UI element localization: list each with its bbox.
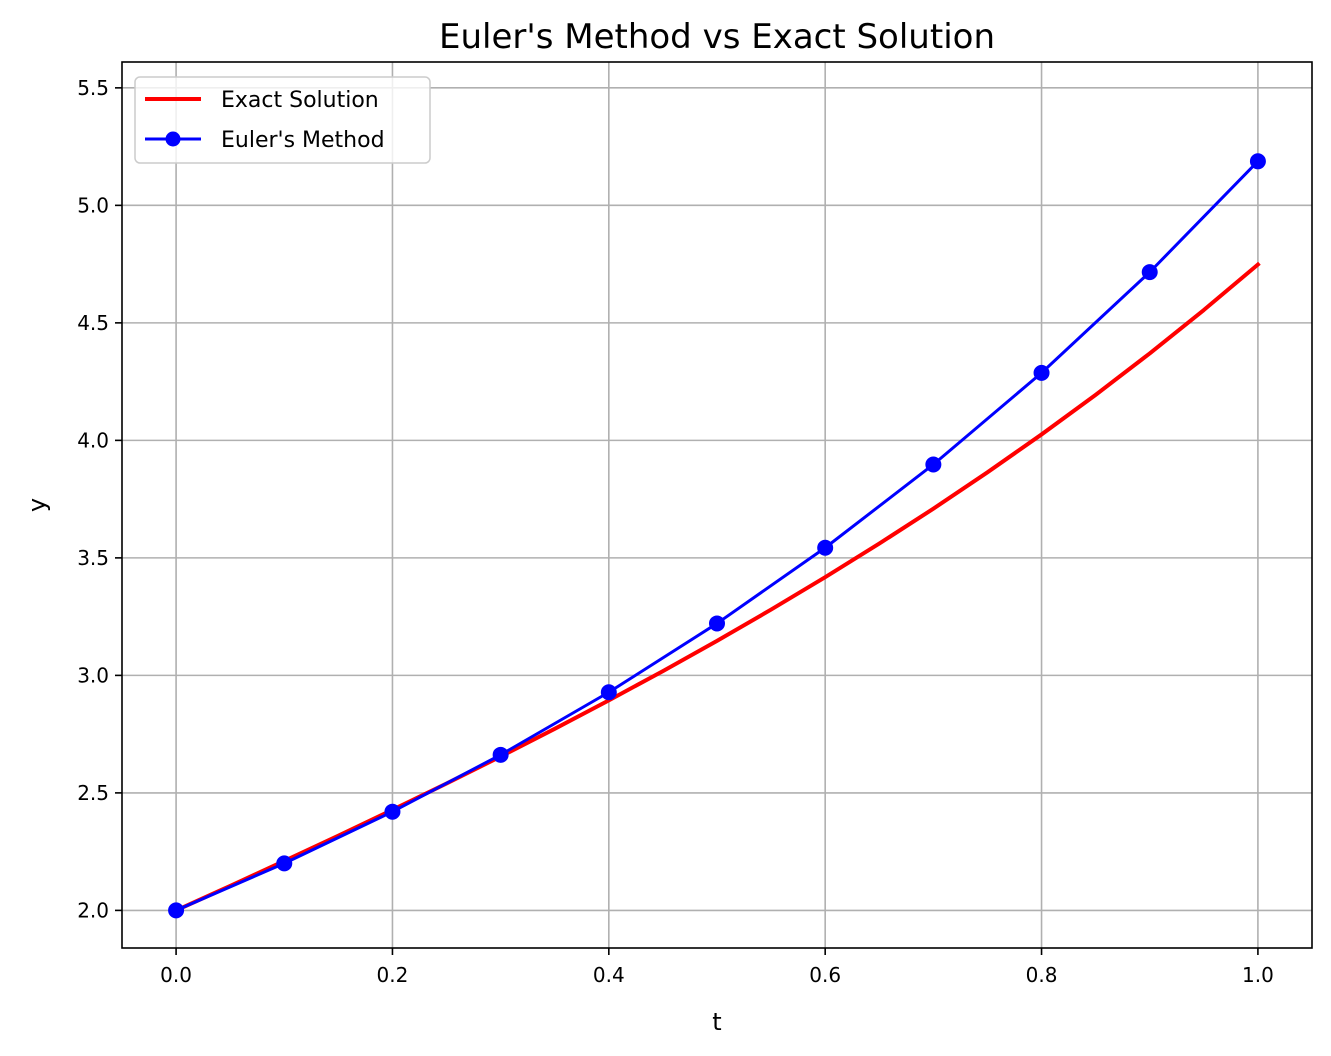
y-tick-label: 3.0 <box>77 663 109 687</box>
plot-frame <box>121 61 1313 949</box>
y-tick-label: 5.5 <box>77 76 109 100</box>
x-tick-label: 0.0 <box>160 963 192 987</box>
euler-s-method-point <box>1141 264 1158 281</box>
euler-s-method-point <box>384 803 401 820</box>
euler-s-method-point <box>1249 153 1266 170</box>
euler-s-method-point <box>600 684 617 701</box>
x-tick-label: 0.2 <box>377 963 409 987</box>
legend-box <box>134 76 431 164</box>
y-tick-label: 4.0 <box>77 428 109 452</box>
euler-s-method-point <box>1033 364 1050 381</box>
legend: Exact Solution Euler's Method <box>134 76 431 164</box>
euler-s-method-point <box>168 902 185 919</box>
legend-marker-euler-s-method <box>165 131 181 147</box>
euler-s-method-point <box>492 746 509 763</box>
y-tick-label: 5.0 <box>77 193 109 217</box>
y-tick-label: 4.5 <box>77 311 109 335</box>
chart-title: Euler's Method vs Exact Solution <box>439 17 995 57</box>
legend-label-exact-solution: Exact Solution <box>221 88 379 113</box>
x-axis-label: t <box>712 1008 721 1036</box>
exact-solution-line <box>173 261 1261 914</box>
y-tick-label: 2.0 <box>77 898 109 922</box>
x-tick-label: 0.4 <box>593 963 625 987</box>
y-axis-label: y <box>23 498 51 512</box>
euler-s-method-point <box>709 615 725 632</box>
euler-s-method-point <box>925 456 942 473</box>
y-tick-label: 2.5 <box>77 781 109 805</box>
ticks: 0.0 0.2 0.4 0.6 0.8 1.0 2.0 2.5 3.0 3.5 4.0 4.5 5.0 5… <box>77 76 1274 987</box>
x-tick-label: 0.6 <box>809 963 841 987</box>
grid <box>122 62 1312 948</box>
series-layer <box>168 153 1266 919</box>
legend-label-euler-s-method: Euler's Method <box>221 128 385 153</box>
euler-s-method-point <box>276 855 293 872</box>
euler-s-method-point <box>817 539 834 556</box>
x-tick-label: 0.8 <box>1026 963 1058 987</box>
x-tick-label: 1.0 <box>1242 963 1274 987</box>
y-tick-label: 3.5 <box>77 546 109 570</box>
